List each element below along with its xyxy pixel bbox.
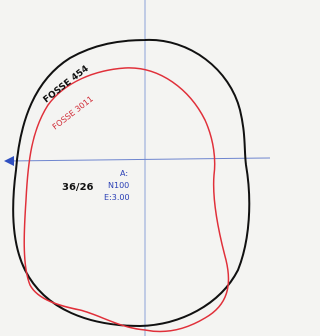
- north-label: N100: [108, 181, 129, 190]
- east-label: E:3.00: [104, 193, 130, 202]
- grid-label: 36/26: [62, 182, 94, 193]
- paper: [0, 0, 270, 336]
- point-label: A:: [120, 169, 128, 178]
- page: FOSSE 454 FOSSE 3011 36/26 A: N100 E:3.0…: [0, 0, 320, 336]
- sketch: FOSSE 454 FOSSE 3011 36/26 A: N100 E:3.0…: [0, 0, 270, 336]
